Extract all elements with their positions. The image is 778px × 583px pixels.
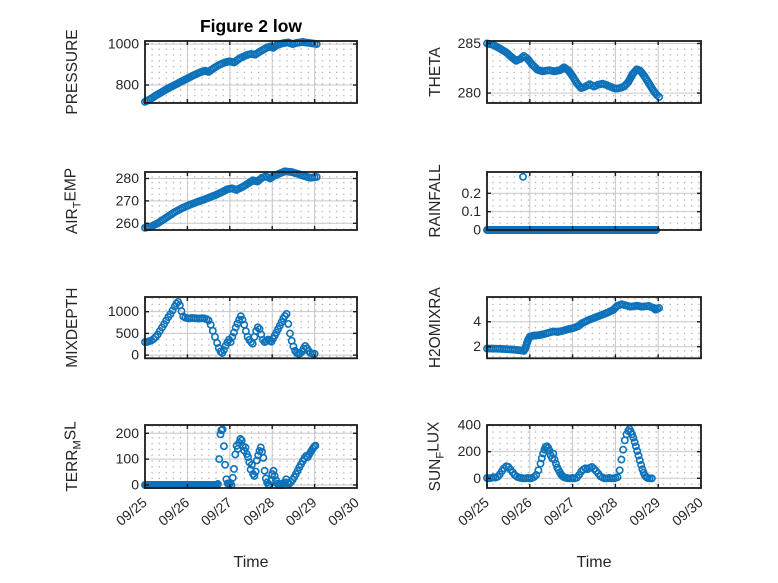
pressure-ylabel: PRESSURE bbox=[64, 29, 81, 114]
ytick-label: 0 bbox=[131, 347, 139, 363]
ylabel-part: M bbox=[71, 440, 83, 449]
ylabel-part: PRESSURE bbox=[64, 29, 81, 114]
figure-title: Figure 2 low bbox=[200, 16, 302, 36]
ytick-label: 2 bbox=[473, 338, 481, 354]
ytick-label: 285 bbox=[458, 35, 482, 51]
ylabel-part: F bbox=[434, 452, 446, 459]
sun_flux-ylabel: SUNFLUX bbox=[426, 421, 447, 491]
ylabel-part: AIR bbox=[64, 208, 81, 234]
ylabel-part: SUN bbox=[427, 459, 444, 492]
ytick-label: 0 bbox=[131, 477, 139, 493]
ytick-label: 400 bbox=[458, 417, 482, 433]
panel-H2OMIXRA: 2 4 H2OMIXRA bbox=[427, 287, 702, 369]
tick-marks bbox=[144, 297, 358, 359]
ytick-label: 0.2 bbox=[462, 185, 482, 201]
panel-RAINFALL: 0 0.1 0.2 RAINFALL bbox=[427, 164, 702, 238]
tick-marks bbox=[486, 297, 702, 359]
ylabel-part: LUX bbox=[426, 421, 443, 452]
ylabel-part: TERR bbox=[64, 450, 81, 492]
panel-PRESSURE: 800 1000 PRESSURE bbox=[64, 29, 358, 115]
mixdepth-scatter-series bbox=[141, 297, 319, 358]
tick-marks bbox=[144, 425, 358, 488]
x-axis-label: Time bbox=[234, 554, 269, 571]
axes-box bbox=[486, 171, 702, 231]
ytick-label: 270 bbox=[116, 192, 140, 208]
axes-box bbox=[144, 40, 358, 104]
ytick-label: 0 bbox=[473, 222, 481, 238]
tick-marks bbox=[144, 41, 358, 103]
x-axis-label: Time bbox=[577, 554, 612, 571]
theta-ylabel: THETA bbox=[427, 47, 444, 97]
ytick-label: 1000 bbox=[108, 303, 139, 319]
ylabel-part: SL bbox=[63, 421, 80, 440]
axes-box bbox=[144, 296, 358, 360]
panel-THETA: 280 285 THETA bbox=[427, 35, 702, 104]
ytick-label: 4 bbox=[473, 313, 481, 329]
ylabel-part: MIXDEPTH bbox=[64, 288, 81, 368]
mixdepth-ylabel: MIXDEPTH bbox=[64, 288, 81, 368]
ytick-label: 100 bbox=[116, 451, 140, 467]
ytick-label: 200 bbox=[116, 425, 140, 441]
ytick-label: 0.1 bbox=[462, 203, 482, 219]
h2omixra-scatter-series bbox=[483, 300, 664, 355]
ytick-label: 260 bbox=[116, 215, 140, 231]
ytick-label: 0 bbox=[473, 470, 481, 486]
panel-AIR_TEMP: 260 270 280 AIRTEMP bbox=[63, 167, 358, 234]
axes-box bbox=[486, 40, 702, 104]
tick-marks bbox=[486, 424, 702, 488]
h2omixra-ylabel: H2OMIXRA bbox=[427, 287, 444, 369]
ylabel-part: T bbox=[71, 201, 83, 208]
tick-marks bbox=[486, 41, 702, 103]
theta-scatter-series bbox=[483, 39, 664, 101]
air_temp-ylabel: AIRTEMP bbox=[63, 168, 84, 234]
tick-marks bbox=[486, 172, 702, 231]
ylabel-part: H2OMIXRA bbox=[427, 287, 444, 369]
ytick-label: 280 bbox=[116, 170, 140, 186]
ylabel-part: THETA bbox=[427, 47, 444, 97]
rainfall-ylabel: RAINFALL bbox=[427, 164, 444, 238]
ylabel-part: EMP bbox=[63, 168, 80, 202]
ytick-label: 800 bbox=[116, 76, 140, 92]
minor-grid bbox=[488, 173, 700, 229]
ylabel-part: RAINFALL bbox=[427, 164, 444, 238]
ytick-label: 1000 bbox=[108, 36, 139, 52]
ytick-label: 200 bbox=[458, 443, 482, 459]
panel-MIXDEPTH: 0 500 1000 MIXDEPTH bbox=[64, 288, 358, 368]
terr_msl-ylabel: TERRMSL bbox=[63, 421, 84, 492]
major-grid bbox=[145, 297, 357, 359]
tick-marks bbox=[144, 172, 358, 230]
ytick-label: 280 bbox=[458, 85, 482, 101]
axes-box bbox=[144, 424, 358, 489]
ytick-label: 500 bbox=[116, 325, 140, 341]
axes-box bbox=[486, 424, 702, 489]
axes-box bbox=[486, 296, 702, 360]
sun_flux-scatter-series bbox=[483, 425, 656, 483]
